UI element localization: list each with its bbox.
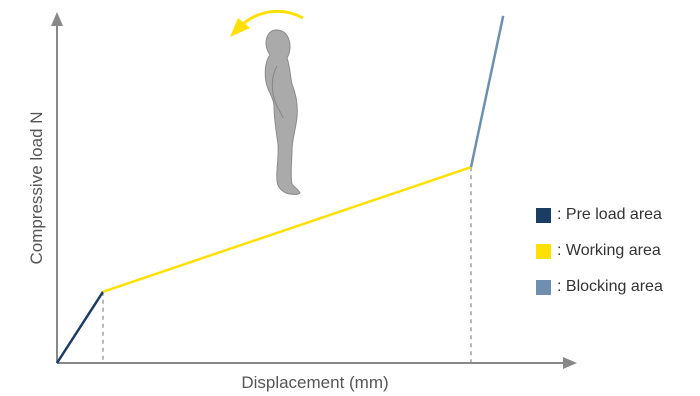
legend-item-pre-load: : Pre load area bbox=[536, 205, 700, 225]
y-axis-arrow bbox=[51, 12, 63, 26]
legend-swatch bbox=[536, 243, 551, 259]
human-figure-icon bbox=[264, 29, 301, 195]
legend-label: : Working area bbox=[557, 242, 661, 259]
y-axis-title: Compressive load N bbox=[27, 111, 46, 264]
curved-arrow-icon bbox=[230, 9, 304, 37]
legend-item-blocking: : Blocking area bbox=[536, 277, 700, 297]
series-lines bbox=[55, 15, 505, 364]
legend-label: : Blocking area bbox=[557, 278, 663, 295]
legend-swatch bbox=[536, 207, 551, 223]
guide-lines bbox=[102, 167, 472, 363]
x-axis-title: Displacement (mm) bbox=[241, 373, 388, 392]
series-line-blocking-area bbox=[469, 15, 505, 168]
legend-swatch bbox=[536, 279, 551, 295]
legend-label: : Pre load area bbox=[557, 206, 662, 223]
series-line-working-area bbox=[102, 166, 472, 293]
x-axis-arrow bbox=[563, 357, 577, 369]
series-line-pre-load-area bbox=[55, 291, 105, 364]
legend-item-working: : Working area bbox=[536, 241, 700, 261]
legend: : Pre load area : Working area : Blockin… bbox=[536, 205, 700, 313]
